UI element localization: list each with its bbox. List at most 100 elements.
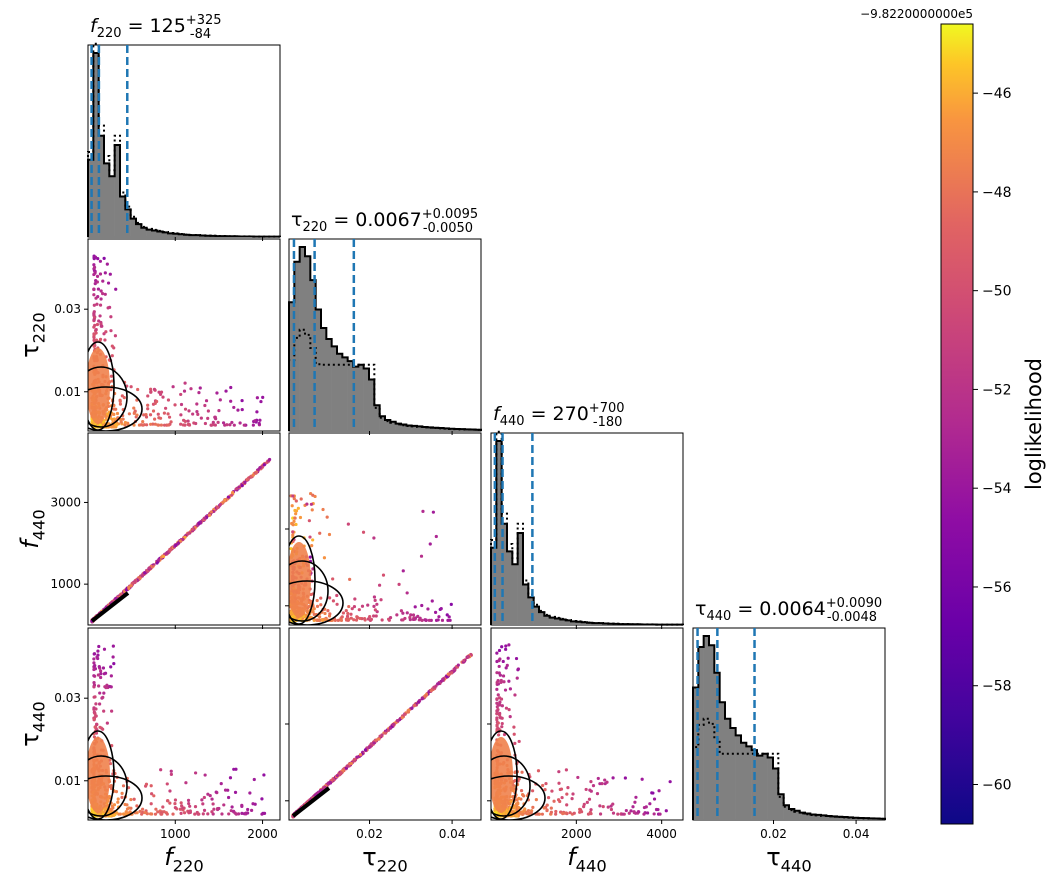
contour-line <box>88 386 143 431</box>
hist-bar <box>576 621 582 625</box>
hist-bar <box>358 364 364 431</box>
contour-line <box>88 755 128 817</box>
hist-bar <box>799 812 806 820</box>
scatter-points <box>88 644 267 820</box>
hist-bar <box>136 224 142 237</box>
hist-bar <box>443 428 450 431</box>
hist-bar <box>88 159 94 237</box>
x-tick-label-f220: 2000 <box>247 827 278 841</box>
hist-bar <box>173 233 179 237</box>
panels-layer <box>84 42 886 824</box>
hist-bar <box>178 234 185 237</box>
hist-bar <box>703 636 710 820</box>
hist-bar <box>109 176 115 237</box>
scatter-points <box>291 652 473 819</box>
scatter-points <box>289 491 453 625</box>
panel-title-f220: f220 = 125+325 -84 <box>90 13 222 42</box>
panel-title-f440: f440 = 270+700 -180 <box>493 401 625 430</box>
hist-bar <box>507 551 513 625</box>
hist-bar <box>746 746 752 820</box>
hist-bar <box>422 426 428 431</box>
y-tick-label: 0.01 <box>54 385 81 399</box>
hist-bar <box>581 622 588 625</box>
hist-bar <box>810 814 816 820</box>
hist-bar <box>853 817 859 820</box>
x-tick-label-tau220: 0.02 <box>356 827 383 841</box>
hist-bar <box>842 817 848 820</box>
x-tick-label-f440: 4000 <box>646 827 677 841</box>
colorbar-label: loglikelihood <box>1022 358 1046 490</box>
panel-title-tau220: τ220 = 0.0067+0.0095 -0.0050 <box>291 207 478 236</box>
colorbar-tick-label: −54 <box>982 481 1012 497</box>
hist-bar <box>512 564 518 625</box>
y-tick-label: 0.03 <box>54 302 81 316</box>
axes-frame <box>87 238 281 432</box>
hist-bar <box>794 810 800 820</box>
hist-bar <box>762 753 768 820</box>
hist-bar <box>501 523 508 625</box>
hist-bar <box>539 612 545 625</box>
hist-bar <box>565 620 572 625</box>
hist-bar <box>491 547 497 625</box>
hist-bar <box>709 645 715 820</box>
hist-bar <box>805 813 811 820</box>
hist-bar <box>385 419 391 431</box>
hist-bar <box>98 135 105 237</box>
axes-frame <box>288 432 482 626</box>
hist-bar <box>289 302 295 431</box>
hist-bar <box>826 815 832 820</box>
hist-bar <box>544 615 550 625</box>
hist-bar <box>725 718 731 820</box>
contour-line <box>90 591 130 623</box>
colorbar-tick-label: −58 <box>982 679 1012 695</box>
hist-panel-f220 <box>87 42 281 241</box>
hist-bar <box>555 618 561 625</box>
x-tick-label-tau220: 0.04 <box>439 827 466 841</box>
x-axis-label-tau220: τ220 <box>362 843 408 876</box>
hist-bar <box>831 816 838 820</box>
hist-bar <box>427 427 434 431</box>
hist-bar <box>294 261 300 431</box>
hist-bar <box>433 427 439 431</box>
hist-bar <box>533 606 540 625</box>
hist-panel-f440 <box>490 430 684 629</box>
hist-bar <box>305 256 311 431</box>
contour-line <box>289 560 329 622</box>
hist-bar <box>773 768 779 820</box>
y-tick-label: 1000 <box>50 577 81 591</box>
scatter-panel-tau440-vs-tau220 <box>285 627 482 824</box>
hist-bar <box>374 405 380 431</box>
hist-bar <box>730 728 736 820</box>
hist-bar <box>549 617 556 625</box>
hist-bar <box>369 379 375 431</box>
scatter-panel-f440-vs-tau220 <box>285 432 482 629</box>
hist-prior-outline <box>288 328 481 431</box>
hist-bar <box>411 425 418 431</box>
hist-bar <box>417 426 423 431</box>
scatter-points <box>90 457 272 624</box>
contour-line <box>291 786 331 818</box>
hist-bar <box>152 230 158 237</box>
hist-bar <box>735 735 742 820</box>
colorbar-tick-label: −52 <box>982 382 1012 398</box>
hist-bar <box>523 584 529 625</box>
hist-bar <box>757 755 763 820</box>
hist-bar <box>395 423 402 431</box>
hist-bar <box>326 339 332 431</box>
colorbar-offset-text: −9.8220000000e5 <box>860 7 973 21</box>
hist-bar <box>815 814 822 820</box>
hist-bar <box>184 234 190 237</box>
hist-bar <box>130 218 137 237</box>
hist-bar <box>741 742 747 820</box>
colorbar-tick-label: −46 <box>982 86 1012 102</box>
hist-bar <box>120 196 126 237</box>
hist-bar <box>449 428 455 431</box>
hist-bar <box>847 817 854 820</box>
hist-bar <box>587 622 593 625</box>
hist-bar <box>821 815 827 820</box>
hist-bar <box>337 353 343 431</box>
scatter-points <box>491 643 672 820</box>
y-tick-label: 0.01 <box>54 774 81 788</box>
scatter-points <box>88 254 265 431</box>
hist-bar <box>331 346 338 431</box>
